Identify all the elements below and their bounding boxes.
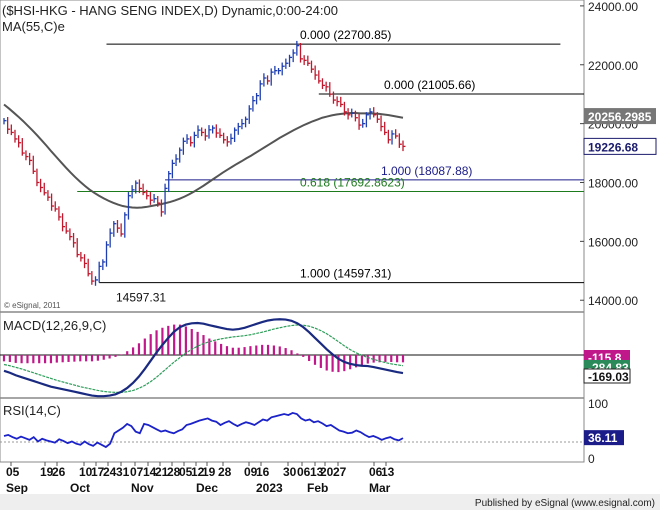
month-label-6: Mar	[369, 481, 391, 495]
month-label-4: 2023	[256, 481, 283, 495]
day-label-5: 24	[103, 465, 117, 479]
rsi-line	[3, 411, 404, 449]
day-label-6: 31	[116, 465, 130, 479]
day-label-20: 20	[320, 465, 334, 479]
level-label-1: 0.000 (21005.66)	[384, 78, 475, 92]
rsi-tick-label-0: 100	[588, 397, 608, 411]
day-label-3: 10	[79, 465, 93, 479]
day-label-8: 14	[143, 465, 157, 479]
footer-publisher: Published by eSignal (www.esignal.com)	[475, 498, 655, 509]
day-label-10: 28	[167, 465, 181, 479]
rsi-tag-0: 36.11	[588, 431, 618, 445]
day-label-2: 26	[52, 465, 66, 479]
day-label-23: 13	[381, 465, 395, 479]
macd-value-tags: -115.8-284.83-169.03	[583, 350, 631, 384]
day-label-22: 06	[369, 465, 383, 479]
month-label-0: Sep	[6, 481, 28, 495]
last-price-tag: 19226.68	[588, 140, 638, 154]
macd-histogram	[2, 324, 405, 373]
day-label-15: 09	[244, 465, 258, 479]
price-tick-label-3: 18000.00	[588, 176, 638, 190]
day-label-16: 16	[256, 465, 270, 479]
macd-tag-bg-2	[583, 368, 631, 384]
day-label-0: 05	[6, 465, 20, 479]
macd-title: MACD(12,26,9,C)	[3, 318, 106, 333]
day-label-9: 21	[155, 465, 169, 479]
level-label-3: 0.618 (17692.8623)	[300, 176, 405, 190]
macd-lines	[3, 318, 404, 398]
signal-line	[3, 324, 404, 393]
day-label-14: 28	[218, 465, 232, 479]
day-label-1: 19	[40, 465, 54, 479]
low-annotation-0: 14597.31	[116, 291, 166, 305]
plot-frame	[0, 0, 585, 463]
day-label-12: 12	[191, 465, 205, 479]
month-label-5: Feb	[307, 481, 328, 495]
price-y-axis: 24000.0022000.0020000.0018000.0016000.00…	[580, 0, 638, 308]
last-price-tag-bg	[583, 137, 657, 155]
day-label-18: 06	[297, 465, 311, 479]
day-label-13: 19	[202, 465, 216, 479]
ma-line	[3, 103, 404, 209]
price-value-tags: 20256.2985 19226.68	[583, 108, 657, 155]
footer-bar	[0, 494, 660, 510]
month-label-1: Oct	[70, 481, 90, 495]
macd-line	[3, 318, 404, 398]
rsi-tag-bg-0	[584, 430, 624, 446]
macd-tag-2: -169.03	[588, 370, 629, 384]
level-label-4: 1.000 (14597.31)	[300, 267, 391, 281]
month-label-2: Nov	[131, 481, 154, 495]
rsi-tick-label-1: 0	[588, 452, 595, 466]
fibonacci-levels: 0.000 (22700.85) 0.000 (21005.66) 1.000 (1…	[77, 28, 584, 305]
ma-value-tag: 20256.2985	[588, 110, 652, 124]
day-label-4: 17	[91, 465, 105, 479]
day-label-21: 27	[333, 465, 347, 479]
day-label-19: 13	[310, 465, 324, 479]
price-tick-label-4: 16000.00	[588, 235, 638, 249]
rsi-polyline	[3, 411, 404, 449]
price-chart-title: ($HSI-HKG - HANG SENG INDEX,D) Dynamic,0…	[2, 3, 338, 18]
price-tick-label-1: 22000.00	[588, 59, 638, 73]
month-label-3: Dec	[196, 481, 218, 495]
ma-value-tag-bg	[584, 108, 656, 125]
price-bars	[3, 40, 406, 286]
day-label-7: 07	[130, 465, 144, 479]
rsi-title: RSI(14,C)	[3, 403, 61, 418]
copyright-watermark: © eSignal, 2011	[4, 301, 61, 310]
ma-polyline	[3, 103, 404, 209]
rsi-y-axis: 100 0	[588, 397, 608, 466]
level-label-0: 0.000 (22700.85)	[300, 28, 391, 42]
price-tick-label-5: 14000.00	[588, 294, 638, 308]
rsi-value-tags: 36.11	[584, 430, 624, 446]
level-label-2: 1.000 (18087.88)	[381, 164, 472, 178]
ma-indicator-label: MA(55,C)e	[2, 19, 65, 34]
price-tick-label-0: 24000.00	[588, 0, 638, 14]
day-label-17: 30	[283, 465, 297, 479]
day-label-11: 05	[179, 465, 193, 479]
